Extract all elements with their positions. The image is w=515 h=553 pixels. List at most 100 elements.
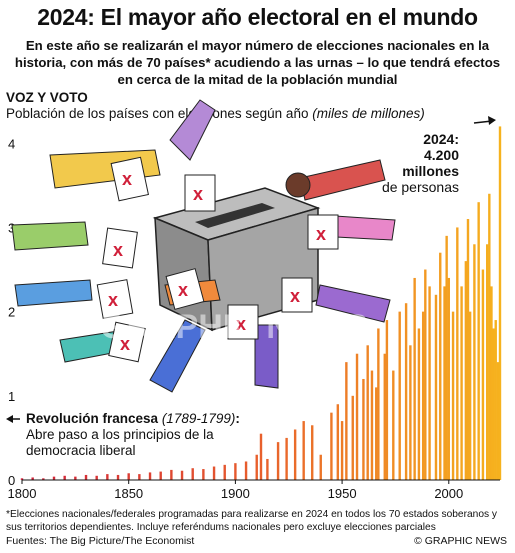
bar-1910 <box>255 454 258 480</box>
bar-1940 <box>319 454 322 480</box>
bar-1945 <box>330 412 333 480</box>
bar-1932 <box>302 421 305 480</box>
y-tick-label-1: 1 <box>8 389 15 404</box>
bar-1905 <box>244 461 248 480</box>
annotation-revolution-colon: : <box>235 411 240 426</box>
bar-1952 <box>345 362 348 480</box>
footnote: *Elecciones nacionales/federales program… <box>6 509 498 533</box>
bar-1855 <box>138 474 141 480</box>
bar-1989 <box>424 269 427 480</box>
x-tick-label-1950: 1950 <box>328 486 357 501</box>
bar-1970 <box>383 353 386 480</box>
annotation-revolution-text-1: Abre paso a los principios de la <box>26 427 214 442</box>
bar-1870 <box>170 469 173 480</box>
bar-1962 <box>366 345 369 480</box>
bar-1964 <box>370 370 374 480</box>
bar-1895 <box>223 464 226 480</box>
bar-2021 <box>492 328 495 480</box>
bar-2024 <box>498 126 502 480</box>
bar-1986 <box>417 328 421 480</box>
bar-1991 <box>428 286 431 480</box>
y-tick-label-4: 4 <box>8 136 15 151</box>
y-tick-label-2: 2 <box>8 305 15 320</box>
bar-2014 <box>477 202 480 481</box>
annotation-revolution: Revolución francesa (1789-1799): Abre pa… <box>6 411 240 459</box>
bar-1994 <box>434 294 438 480</box>
source: Fuentes: The Big Picture/The Economist <box>6 535 195 547</box>
page-title: 2024: El mayor año electoral en el mundo <box>37 4 478 30</box>
bar-2009 <box>466 219 470 480</box>
bar-1971 <box>385 320 389 480</box>
bar-1999 <box>445 235 448 480</box>
bar-1960 <box>362 378 365 480</box>
hand-purple-right: x <box>281 277 391 323</box>
svg-text:x: x <box>236 314 246 334</box>
bar-1890 <box>212 466 216 480</box>
hand-yellow: x <box>49 149 161 202</box>
hand-blue-bottom: x <box>149 304 279 393</box>
bar-1830 <box>84 474 88 480</box>
svg-text:x: x <box>178 280 188 300</box>
bar-1955 <box>351 395 354 480</box>
bar-1928 <box>293 429 297 480</box>
x-tick-label-1800: 1800 <box>8 486 37 501</box>
bar-2023 <box>496 362 500 480</box>
bar-1966 <box>375 387 378 480</box>
bar-1974 <box>392 370 395 480</box>
annotation-2024-unit: millones <box>402 163 459 179</box>
bar-1835 <box>95 475 98 480</box>
bar-2006 <box>460 286 463 480</box>
hand-teal: x <box>59 321 146 363</box>
hand-green: x <box>11 221 138 269</box>
bar-1840 <box>106 474 109 480</box>
bar-1912 <box>259 433 263 480</box>
bar-2016 <box>481 269 485 480</box>
bar-1825 <box>74 476 77 480</box>
bar-2002 <box>451 311 455 480</box>
bar-1950 <box>340 421 344 480</box>
bar-2010 <box>468 311 472 480</box>
hand-orange: x <box>164 268 221 310</box>
bar-1948 <box>336 404 340 480</box>
hand-pink: x <box>307 214 396 250</box>
svg-text:x: x <box>120 334 130 354</box>
chart-caption-main: Población de los países con elecciones s… <box>6 106 309 121</box>
bar-1924 <box>285 437 288 480</box>
bar-1815 <box>52 476 56 480</box>
bar-2019 <box>488 193 491 480</box>
annotation-2024: 2024: 4.200 millones de personas <box>382 131 459 195</box>
bar-1915 <box>266 458 269 480</box>
hand-blue-left: x <box>14 279 134 319</box>
bar-1860 <box>148 472 152 480</box>
watermark: GRAPHIC NEWS <box>100 308 368 346</box>
chart-caption: Población de los países con elecciones s… <box>6 106 425 121</box>
section-label: VOZ Y VOTO <box>6 90 88 105</box>
chart-caption-unit: (miles de millones) <box>312 106 425 121</box>
svg-text:x: x <box>122 169 132 189</box>
svg-text:x: x <box>113 240 123 260</box>
bar-1880 <box>191 468 194 480</box>
bar-1845 <box>116 474 120 480</box>
y-tick-label-3: 3 <box>8 220 15 235</box>
page-subtitle: En este año se realizarán el mayor númer… <box>14 38 501 87</box>
annotation-revolution-text-2: democracia liberal <box>26 443 136 458</box>
bar-2018 <box>485 244 489 480</box>
bar-1988 <box>421 311 425 480</box>
annotation-revolution-title: Revolución francesa <box>26 411 159 426</box>
bar-1982 <box>409 345 412 480</box>
svg-text:x: x <box>290 286 300 306</box>
bar-2000 <box>447 277 450 480</box>
bar-2022 <box>494 320 497 480</box>
annotation-2024-value: 4.200 <box>423 147 459 163</box>
bar-2012 <box>473 244 476 480</box>
bar-1850 <box>127 473 130 480</box>
bar-1900 <box>234 463 237 480</box>
bar-1800 <box>20 478 24 480</box>
bar-2020 <box>490 286 493 480</box>
bar-1998 <box>443 286 446 480</box>
bar-1980 <box>404 303 408 480</box>
annotation-2024-head: 2024: <box>423 131 459 147</box>
annotation-2024-tail: de personas <box>381 179 459 195</box>
